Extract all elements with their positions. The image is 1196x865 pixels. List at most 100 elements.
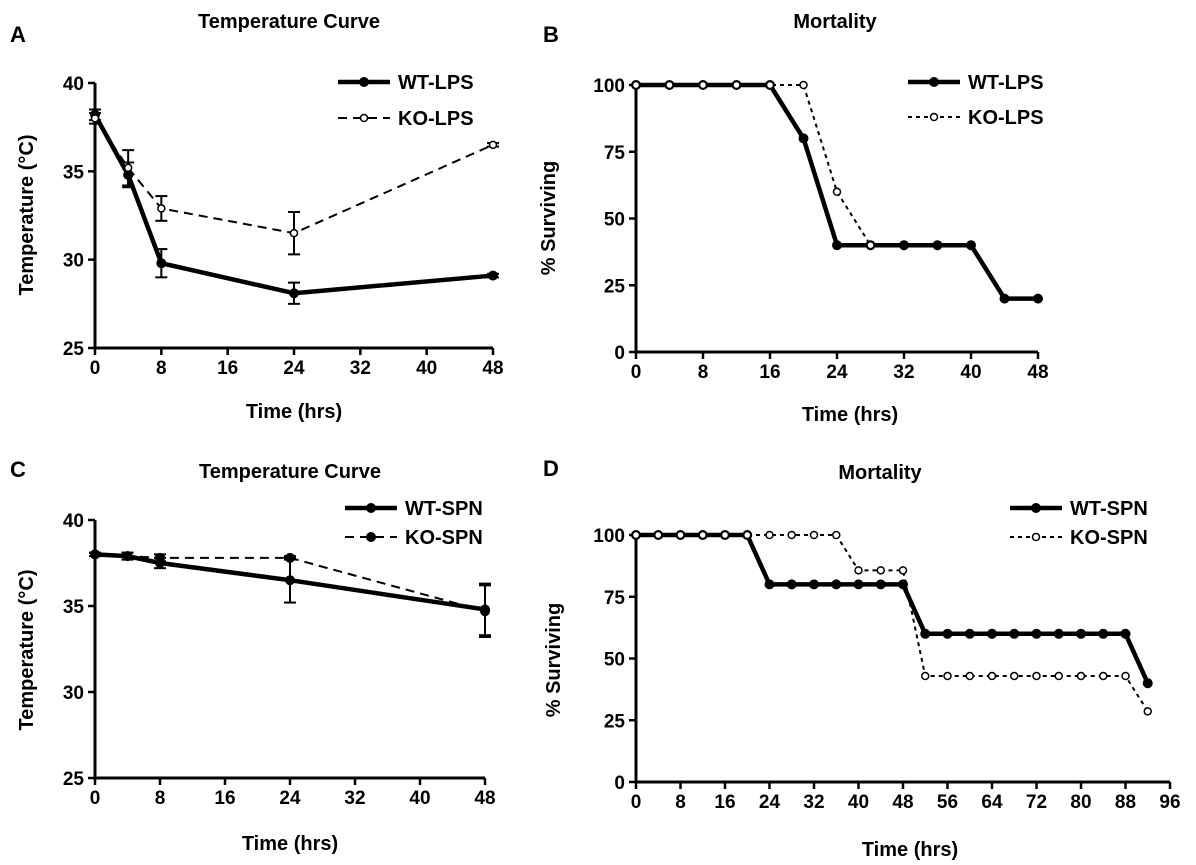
legend-label: KO-SPN: [1070, 527, 1148, 549]
data-point: [1099, 671, 1108, 681]
x-tick-label: 32: [803, 792, 824, 813]
data-point: [1053, 628, 1064, 639]
data-point: [1120, 628, 1131, 639]
data-point: [831, 579, 842, 590]
data-point: [1076, 628, 1086, 639]
data-point: [899, 240, 909, 251]
data-point: [155, 552, 165, 563]
x-tick-label: 16: [217, 358, 238, 379]
data-point: [1121, 671, 1130, 681]
data-point: [123, 163, 133, 173]
data-point: [809, 530, 819, 540]
x-tick-label: 8: [155, 788, 166, 809]
x-tick-label: 32: [893, 362, 914, 383]
data-point: [765, 80, 775, 90]
data-point: [875, 579, 886, 590]
data-point: [285, 552, 295, 563]
y-tick-label: 30: [63, 251, 84, 272]
x-tick-label: 72: [1026, 792, 1047, 813]
y-axis-label: Temperature (°C): [16, 135, 38, 296]
x-tick-label: 16: [759, 362, 780, 383]
legend-marker: [929, 112, 939, 122]
data-point: [966, 240, 976, 251]
panel-letter: D: [543, 456, 559, 481]
x-tick-label: 48: [474, 788, 495, 809]
x-tick-label: 40: [848, 792, 869, 813]
series-ko-lps: [631, 80, 875, 250]
y-tick-label: 100: [593, 526, 625, 547]
data-point: [488, 270, 498, 281]
data-point: [987, 671, 997, 681]
x-tick-label: 32: [350, 358, 371, 379]
y-tick-label: 35: [63, 597, 85, 618]
x-tick-label: 40: [960, 362, 981, 383]
legend-marker: [1031, 503, 1041, 513]
legend-marker: [359, 113, 369, 123]
chart-panel-a: A Temperature Curve 0 8 16 24 32 40 48 25 30 35 40 Ti…: [10, 11, 504, 423]
data-point: [1009, 628, 1020, 639]
data-point: [1054, 671, 1063, 681]
data-point: [1142, 678, 1153, 689]
x-axis-label: Time (hrs): [242, 833, 338, 855]
data-point: [654, 530, 663, 540]
x-tick-label: 16: [214, 788, 235, 809]
data-point: [799, 80, 808, 90]
data-point: [854, 566, 863, 575]
legend-marker: [366, 532, 376, 542]
x-tick-label: 32: [344, 788, 365, 809]
x-tick-label: 24: [759, 792, 781, 813]
x-tick-label: 8: [156, 358, 167, 379]
data-point: [832, 187, 842, 197]
y-tick-label: 25: [63, 339, 85, 360]
x-tick-label: 16: [714, 792, 735, 813]
data-point: [999, 293, 1010, 304]
x-axis-label: Time (hrs): [246, 401, 342, 423]
data-point: [90, 549, 100, 560]
x-axis-label: Time (hrs): [802, 404, 898, 426]
x-tick-label: 48: [1027, 362, 1048, 383]
data-point: [289, 228, 299, 238]
y-tick-label: 75: [604, 588, 626, 609]
data-point: [1032, 671, 1041, 681]
y-axis-label: % Surviving: [543, 603, 565, 717]
y-tick-label: 0: [614, 343, 625, 364]
data-point: [809, 579, 819, 590]
legend-label: WT-LPS: [968, 72, 1044, 94]
legend-marker: [359, 77, 369, 87]
data-point: [764, 579, 775, 590]
legend-marker: [1031, 532, 1041, 542]
data-point: [743, 530, 752, 540]
data-point: [853, 579, 864, 590]
x-tick-label: 48: [892, 792, 913, 813]
y-tick-label: 40: [63, 74, 84, 95]
data-point: [876, 566, 885, 575]
data-point: [1076, 671, 1086, 681]
series-line: [636, 532, 1150, 685]
data-point: [832, 530, 841, 540]
x-tick-label: 0: [90, 788, 101, 809]
data-point: [732, 80, 741, 90]
legend-label: WT-SPN: [405, 498, 483, 520]
data-point: [1098, 628, 1109, 639]
x-tick-label: 24: [279, 788, 301, 809]
data-point: [676, 530, 685, 540]
data-point: [631, 80, 641, 90]
series-ko-lps: [89, 112, 499, 256]
chart-title: Mortality: [793, 11, 877, 33]
x-tick-label: 80: [1070, 792, 1091, 813]
data-point: [720, 530, 730, 540]
data-point: [932, 240, 943, 251]
data-point: [765, 530, 774, 540]
data-point: [787, 530, 796, 540]
series-line: [636, 534, 1149, 712]
chart-title: Temperature Curve: [199, 461, 381, 483]
data-point: [90, 114, 100, 123]
data-point: [965, 671, 974, 681]
data-point: [798, 133, 809, 144]
y-tick-label: 50: [604, 210, 625, 231]
x-tick-label: 0: [90, 358, 101, 379]
chart-panel-b: B Mortality 0 8 16 24 32 40 48 0 25 50 75 100 Time (hr…: [538, 11, 1049, 426]
x-tick-label: 8: [698, 362, 709, 383]
panel-letter: A: [10, 22, 26, 47]
